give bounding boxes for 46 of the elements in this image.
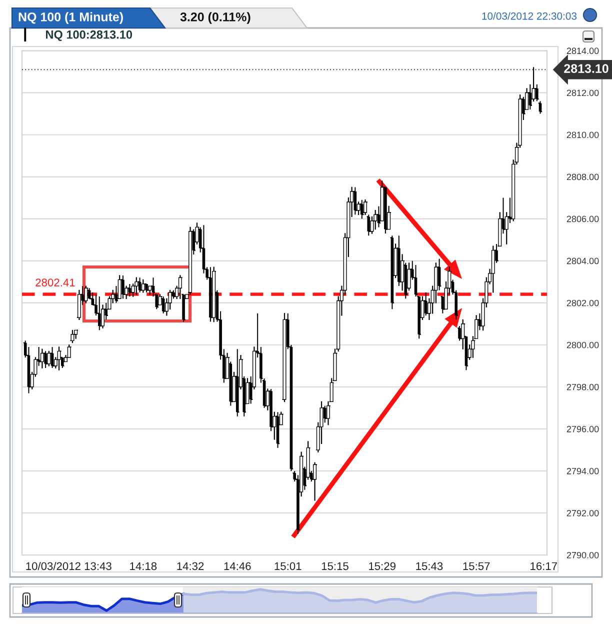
text: 10/03/2012 22:30:03 [482,12,577,20]
x-tick-label: 10/03/2012 13:43 [26,562,112,570]
legend-label: NQ 100:2813.10 [46,30,132,41]
candlestick [84,286,88,304]
x-tick-label: 14:46 [224,562,251,570]
y-tick-label: 2812.00 [566,90,599,96]
candlestick [188,226,192,295]
y-tick-label: 2796.00 [566,426,599,432]
x-tick-label: 15:15 [322,562,348,570]
chart-title: NQ 100 (1 Minute) [18,12,123,24]
y-tick-label: 2800.00 [566,342,599,348]
candlestick [364,200,368,215]
candlestick [374,210,378,230]
candlestick [118,275,122,299]
y-tick-label: 2808.00 [566,174,599,180]
y-tick-label: 2802.00 [566,300,599,306]
chart-subtitle: 3.20 (0.11%) [180,12,250,24]
candlestick [74,330,78,339]
candlestick [491,246,495,293]
x-tick-label: 14:18 [130,562,157,570]
y-tick-label: 2792.00 [566,510,599,516]
y-tick-label: 2798.00 [566,384,599,390]
candlestick [57,346,61,370]
candlestick [47,350,51,366]
candlestick [313,462,317,501]
y-tick-label: 2806.00 [566,216,599,222]
x-tick-label: 15:43 [416,562,443,570]
candlestick [141,279,145,293]
x-tick-label: 15:29 [369,562,396,570]
candlestick [212,266,216,322]
candlestick [77,290,81,320]
candlestick [70,330,74,344]
y-tick-label: 2814.00 [566,48,599,54]
y-tick-label: 2810.00 [566,132,599,138]
y-tick-label: 2794.00 [566,468,599,474]
candlestick [67,344,71,358]
candlestick [134,277,138,295]
x-tick-label: 16:17 [530,562,557,570]
candlestick [40,348,44,368]
y-tick-label: 2790.00 [566,552,599,558]
x-tick-label: 15:01 [274,562,302,570]
ref-line-label: 2813.10 [564,64,608,73]
x-tick-label: 15:57 [463,562,490,570]
y-tick-label: 2804.00 [566,258,599,264]
x-tick-label: 14:32 [177,562,204,570]
ref-line-label: 2802.41 [36,278,75,286]
